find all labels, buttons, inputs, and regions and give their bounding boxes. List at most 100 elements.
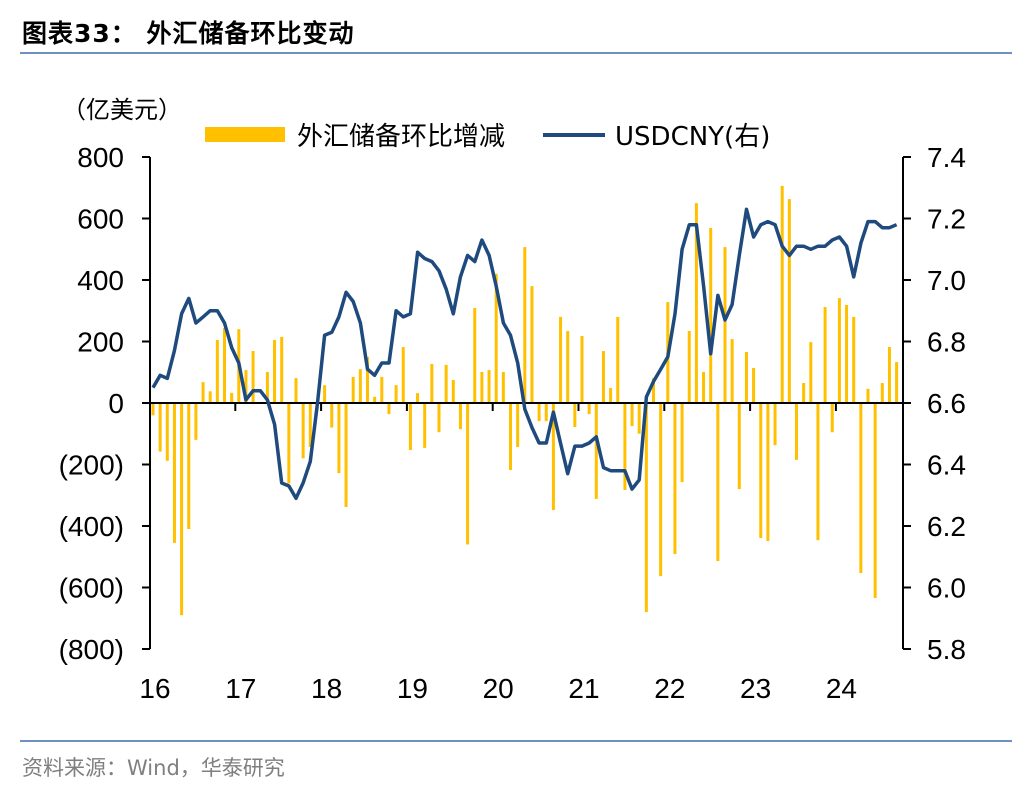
bar (180, 403, 184, 616)
bar (809, 342, 813, 403)
bar (215, 339, 219, 403)
title-divider (20, 52, 1012, 54)
bar (294, 378, 298, 403)
bar (802, 383, 806, 403)
left-tick-label: 400 (77, 265, 124, 296)
bar (351, 376, 355, 403)
bar (165, 403, 169, 461)
x-tick-label: 18 (311, 673, 342, 704)
bar (444, 364, 448, 403)
bar (559, 316, 563, 403)
bar (223, 327, 226, 403)
bar (845, 304, 849, 403)
bar (473, 307, 477, 403)
bar (766, 403, 770, 542)
bar (580, 335, 584, 403)
bar (816, 403, 820, 541)
bar (437, 403, 441, 433)
bar (830, 403, 834, 433)
bar (823, 307, 827, 403)
source-divider (20, 740, 1012, 742)
x-tick-label: 16 (139, 673, 170, 704)
right-tick-label: 5.8 (927, 634, 966, 665)
tick-labels: 800 7.4 600 7.2 400 7.0 200 6.8 0 6.6 (200) 6.4 (400… (59, 142, 966, 704)
bar (551, 403, 555, 511)
bar (687, 331, 691, 403)
left-tick-label: 200 (77, 327, 124, 358)
left-tick-label: 600 (77, 204, 124, 235)
bar (487, 370, 491, 403)
bar (509, 403, 512, 471)
right-tick-label: 7.0 (927, 265, 966, 296)
x-tick-label: 21 (568, 673, 599, 704)
left-tick-label: 800 (77, 142, 124, 173)
bar (430, 363, 434, 403)
bar (716, 403, 720, 562)
bar (287, 403, 291, 484)
bar (659, 403, 663, 577)
bar (723, 247, 727, 403)
right-tick-label: 7.2 (927, 204, 966, 235)
bar (873, 403, 877, 598)
x-tick-label: 19 (397, 673, 428, 704)
bar (458, 403, 462, 430)
bar-series (151, 185, 899, 616)
bar (837, 298, 841, 403)
bar (880, 383, 884, 403)
bar (187, 403, 191, 530)
legend-line-swatch (543, 132, 606, 137)
bar (208, 391, 212, 403)
bar (594, 403, 598, 499)
usdcny-line (151, 207, 898, 501)
bar (652, 378, 655, 403)
bar (466, 403, 470, 545)
bar (566, 331, 570, 403)
bar (244, 370, 248, 403)
bar (387, 403, 391, 415)
bar (544, 403, 548, 422)
right-tick-label: 6.8 (927, 327, 966, 358)
right-tick-label: 6.4 (927, 450, 966, 481)
bar (587, 403, 591, 415)
bar (501, 371, 505, 403)
x-tick-label: 24 (826, 673, 857, 704)
bar (895, 362, 899, 403)
bar (780, 185, 784, 403)
bar (337, 403, 341, 474)
bar (344, 403, 348, 507)
bar (673, 403, 677, 554)
right-tick-label: 6.6 (927, 388, 966, 419)
right-tick-label: 6.2 (927, 511, 966, 542)
left-tick-label: (200) (59, 450, 124, 481)
bar (887, 347, 891, 403)
bar (265, 371, 269, 403)
bar (480, 371, 484, 403)
bar (423, 403, 427, 448)
left-axis-unit: （亿美元） (62, 96, 182, 124)
bar (752, 367, 756, 403)
bar (516, 403, 520, 447)
bar (172, 403, 176, 543)
bar (644, 403, 648, 613)
bar (795, 403, 798, 460)
bar (301, 403, 305, 459)
axes (142, 156, 911, 650)
bar (859, 403, 863, 574)
bar (230, 392, 234, 403)
bar (523, 247, 527, 403)
bar (151, 403, 155, 416)
bar (401, 347, 405, 403)
bar (380, 376, 384, 403)
right-tick-label: 7.4 (927, 142, 966, 173)
legend: 外汇储备环比增减 USDCNY(右) (205, 116, 770, 153)
x-tick-label: 20 (483, 673, 514, 704)
bar (251, 351, 255, 403)
bar (308, 403, 312, 447)
bar (373, 396, 377, 403)
legend-bar-label: 外汇储备环比增减 (297, 122, 506, 152)
bar (537, 403, 541, 422)
bar (158, 403, 162, 452)
bar (194, 403, 198, 440)
bar (416, 393, 420, 403)
bar (709, 228, 713, 403)
